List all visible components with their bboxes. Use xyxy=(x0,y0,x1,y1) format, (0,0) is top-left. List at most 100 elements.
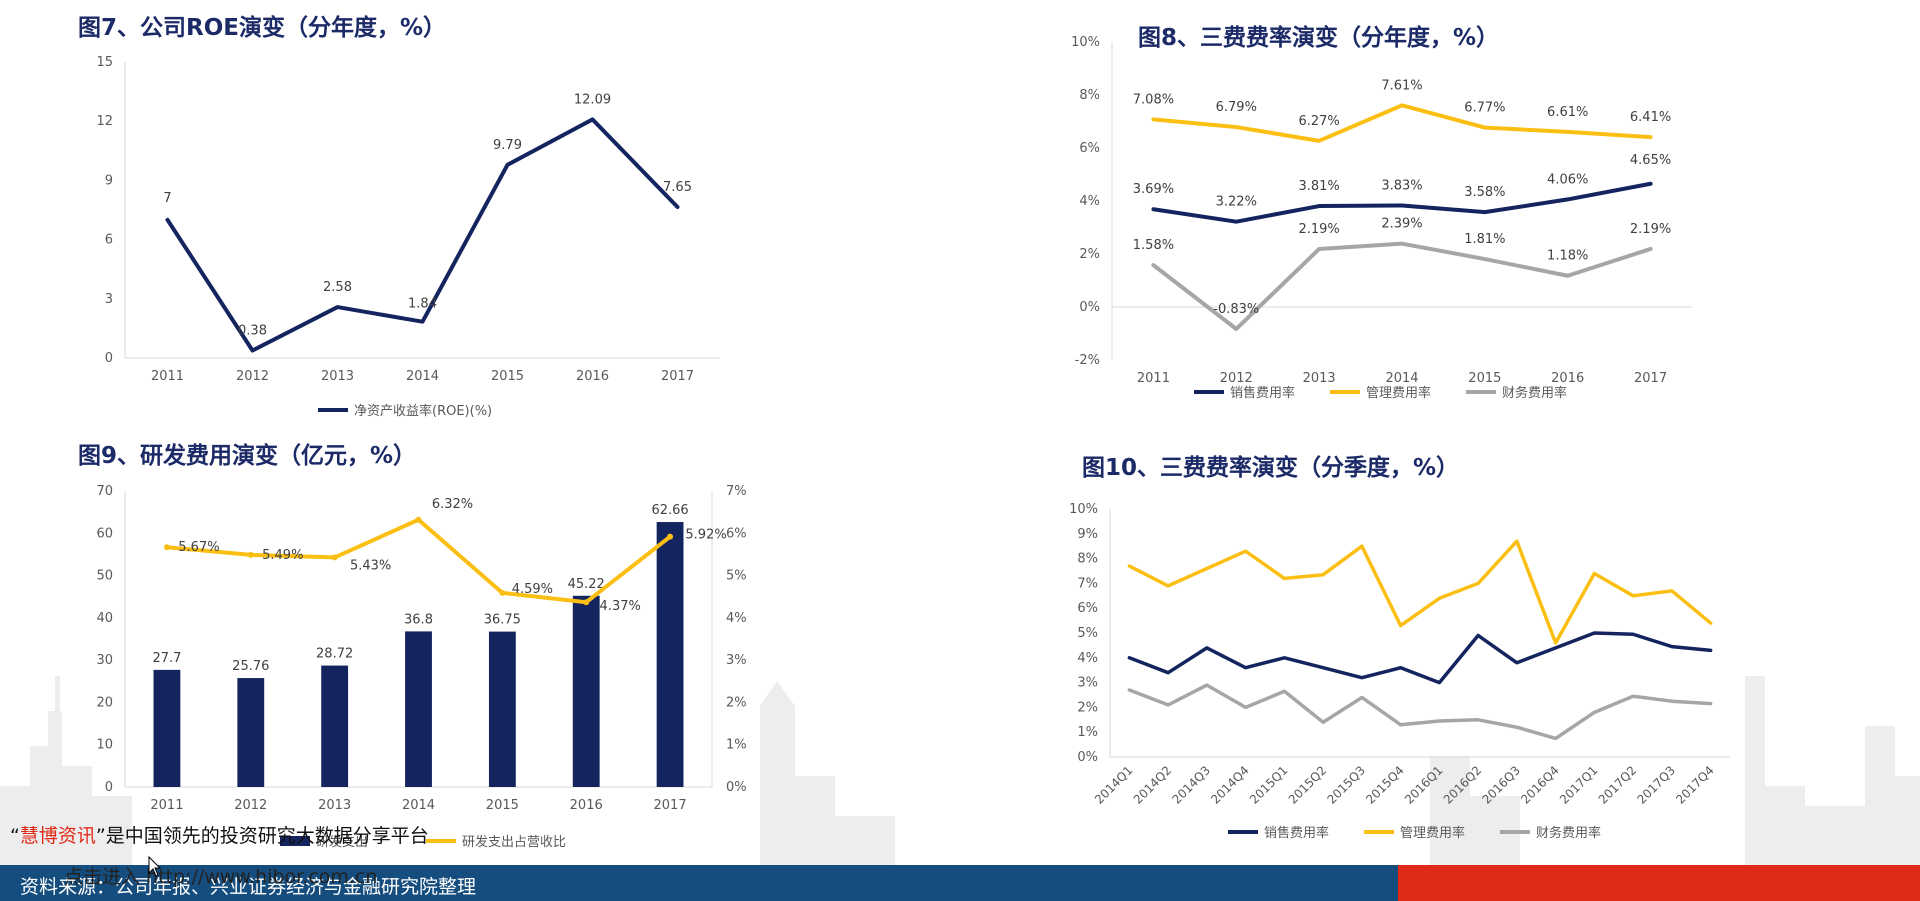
x-tick-label: 2012 xyxy=(236,369,269,384)
footer-blue-band: 资料来源：公司年报、兴业证券经济与金融研究院整理 xyxy=(0,865,1398,901)
data-label: 4.59% xyxy=(512,582,553,597)
y-tick-label: 10 xyxy=(96,738,113,753)
series-line xyxy=(1127,539,1713,645)
hibor-enter-link[interactable]: 点击进入 http://www.hibor.com.cn xyxy=(64,866,378,888)
y-tick-label: 2% xyxy=(1079,247,1100,262)
y-tick-label: 60 xyxy=(96,526,113,541)
x-tick-label: 2015 xyxy=(1468,371,1501,386)
bar-value-label: 28.72 xyxy=(316,647,353,662)
x-tick-label: 2014Q3 xyxy=(1169,763,1213,807)
data-label: 1.18% xyxy=(1547,249,1588,264)
series-point xyxy=(667,533,674,540)
y2-tick-label: 7% xyxy=(726,484,747,499)
y-tick-label: 20 xyxy=(96,695,113,710)
x-tick-label: 2014 xyxy=(1385,371,1418,386)
data-label: 4.37% xyxy=(600,599,641,614)
series-line xyxy=(1127,631,1713,685)
y-tick-label: 5% xyxy=(1077,626,1098,641)
y-tick-label: 6 xyxy=(105,233,113,248)
y2-tick-label: 0% xyxy=(726,780,747,795)
x-tick-label: 2016 xyxy=(570,798,603,813)
data-label: 2.19% xyxy=(1298,222,1339,237)
bar xyxy=(153,669,181,787)
x-tick-label: 2011 xyxy=(150,798,183,813)
data-label: 6.32% xyxy=(432,497,473,512)
x-tick-label: 2016Q4 xyxy=(1518,763,1562,807)
series-line xyxy=(1127,683,1713,741)
legend-label: 销售费用率 xyxy=(1264,825,1329,841)
expense-ratio-annual-chart: -2% 0% 2% 4% 6% 8% 10% 2011 2012 2013 2014 2015 2016… xyxy=(1071,35,1692,401)
bar-value-label: 36.75 xyxy=(484,613,521,628)
legend-swatch xyxy=(280,836,310,846)
data-label: 2.39% xyxy=(1381,217,1422,232)
series-point xyxy=(583,599,590,606)
x-tick-label: 2017Q1 xyxy=(1557,763,1601,807)
series-point xyxy=(247,551,254,558)
y-tick-label: 10% xyxy=(1071,35,1100,50)
data-label: 6.41% xyxy=(1630,110,1671,125)
bar-value-label: 45.22 xyxy=(568,577,605,592)
x-tick-label: 2015Q1 xyxy=(1247,763,1291,807)
x-tick-label: 2015Q2 xyxy=(1286,763,1330,807)
y-tick-label: 70 xyxy=(96,484,113,499)
x-tick-label: 2016Q2 xyxy=(1441,763,1485,807)
footer-source-text: 资料来源：公司年报、兴业证券经济与金融研究院整理 xyxy=(20,876,477,898)
x-tick-label: 2011 xyxy=(1137,371,1170,386)
y-tick-label: 1% xyxy=(1077,725,1098,740)
data-label: 5.92% xyxy=(685,528,726,543)
y2-tick-label: 5% xyxy=(726,569,747,584)
data-label: 1.84 xyxy=(408,297,437,312)
x-tick-label: 2014Q4 xyxy=(1208,763,1252,807)
data-label: 4.65% xyxy=(1630,153,1671,168)
legend-label: 财务费用率 xyxy=(1502,385,1567,401)
promo-quote-open: “ xyxy=(10,825,20,847)
y-tick-label: 4% xyxy=(1077,651,1098,666)
y-tick-label: 0 xyxy=(105,780,113,795)
legend-label: 净资产收益率(ROE)(%) xyxy=(354,403,492,419)
y-tick-label: 7% xyxy=(1077,576,1098,591)
x-tick-label: 2016Q1 xyxy=(1402,763,1446,807)
data-label: 5.67% xyxy=(178,540,219,555)
x-tick-label: 2015 xyxy=(491,369,524,384)
series-line xyxy=(1151,241,1653,331)
y-tick-label: 0% xyxy=(1079,300,1100,315)
bar xyxy=(572,595,600,787)
x-tick-label: 2016 xyxy=(1551,371,1584,386)
y-tick-label: 50 xyxy=(96,569,113,584)
legend-label: 财务费用率 xyxy=(1536,825,1601,841)
series-point xyxy=(499,589,506,596)
y-tick-label: 2% xyxy=(1077,700,1098,715)
data-label: 7.65 xyxy=(663,180,692,195)
y-tick-label: 6% xyxy=(1079,141,1100,156)
data-label: 7.08% xyxy=(1133,92,1174,107)
legend-label: 管理费用率 xyxy=(1366,385,1431,401)
data-label: -0.83% xyxy=(1213,302,1259,317)
y-tick-label: 40 xyxy=(96,611,113,626)
x-tick-label: 2015Q3 xyxy=(1324,763,1368,807)
footer-red-band xyxy=(1398,865,1920,901)
x-tick-label: 2017 xyxy=(661,369,694,384)
data-label: 3.83% xyxy=(1381,179,1422,194)
legend-label: 研发支出占营收比 xyxy=(462,834,566,850)
x-tick-label: 2017Q4 xyxy=(1673,763,1717,807)
x-tick-label: 2014 xyxy=(402,798,435,813)
data-label: 9.79 xyxy=(493,138,522,153)
x-tick-label: 2015Q4 xyxy=(1363,763,1407,807)
x-tick-label: 2014Q2 xyxy=(1131,763,1175,807)
hibor-brand-link[interactable]: 慧博资讯 xyxy=(19,825,96,847)
data-label: 6.79% xyxy=(1216,100,1257,115)
roe-chart: 0 3 6 9 12 15 2011 2012 2013 2014 2015 2016 2017 7 0.3… xyxy=(96,55,720,419)
data-label: 3.58% xyxy=(1464,185,1505,200)
x-tick-label: 2016 xyxy=(576,369,609,384)
expense-ratio-quarterly-chart: 0%1%2%3%4%5%6%7%8%9%10%2014Q12014Q22014Q… xyxy=(1069,502,1730,841)
y-tick-label: 8% xyxy=(1079,88,1100,103)
data-label: 2.19% xyxy=(1630,222,1671,237)
y-tick-label: 10% xyxy=(1069,502,1098,517)
x-tick-label: 2017 xyxy=(654,798,687,813)
x-tick-label: 2017 xyxy=(1634,371,1667,386)
data-label: 1.81% xyxy=(1464,232,1505,247)
y-tick-label: 3% xyxy=(1077,676,1098,691)
y-tick-label: 6% xyxy=(1077,601,1098,616)
y-tick-label: 0 xyxy=(105,351,113,366)
x-tick-label: 2013 xyxy=(318,798,351,813)
